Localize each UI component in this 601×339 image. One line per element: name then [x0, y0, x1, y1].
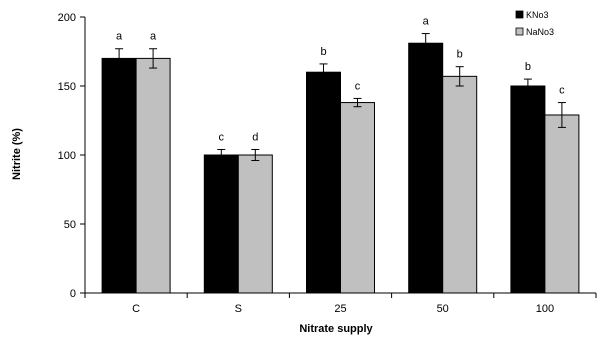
- legend-label-kno3: KNo3: [526, 10, 549, 20]
- significance-letter: c: [559, 85, 565, 97]
- significance-letter: b: [320, 46, 326, 58]
- significance-letter: a: [423, 16, 430, 28]
- legend-swatch-kno3: [515, 10, 524, 19]
- plot-area: 0 50 100 150 200 C S 25 50 100 a c b a b a d c b c: [58, 12, 597, 315]
- significance-letter: a: [116, 31, 123, 43]
- x-axis-title: Nitrate supply: [299, 323, 373, 335]
- bar-nano3: [544, 114, 580, 294]
- x-tick-label: 50: [437, 303, 449, 315]
- significance-letter: a: [150, 31, 157, 43]
- bar-kno3: [408, 42, 444, 294]
- bar-nano3: [442, 75, 478, 294]
- bar-kno3: [510, 85, 546, 294]
- bar-kno3: [203, 154, 239, 294]
- legend: KNo3 NaNo3: [515, 10, 554, 37]
- y-tick-label: 0: [70, 288, 76, 300]
- legend-swatch-nano3: [515, 27, 524, 36]
- x-tick-label: 100: [536, 303, 554, 315]
- y-tick-label: 50: [64, 219, 76, 231]
- y-tick-label: 100: [58, 150, 76, 162]
- y-tick-label: 200: [58, 12, 76, 24]
- significance-letter: c: [219, 131, 225, 143]
- legend-label-nano3: NaNo3: [526, 27, 554, 37]
- x-tick-label: S: [235, 303, 242, 315]
- bar-nano3: [237, 154, 273, 294]
- x-tick-label: 25: [334, 303, 346, 315]
- bar-nano3: [340, 102, 375, 294]
- significance-letter: b: [525, 61, 531, 73]
- significance-letter: d: [252, 131, 258, 143]
- bar-kno3: [101, 57, 137, 294]
- bar-nano3: [135, 57, 171, 294]
- bar-kno3: [306, 71, 341, 294]
- y-tick-label: 150: [58, 81, 76, 93]
- x-tick-label: C: [132, 303, 140, 315]
- significance-letter: b: [457, 49, 463, 61]
- significance-letter: c: [355, 80, 361, 92]
- y-axis-title: Nitrite (%): [11, 128, 23, 180]
